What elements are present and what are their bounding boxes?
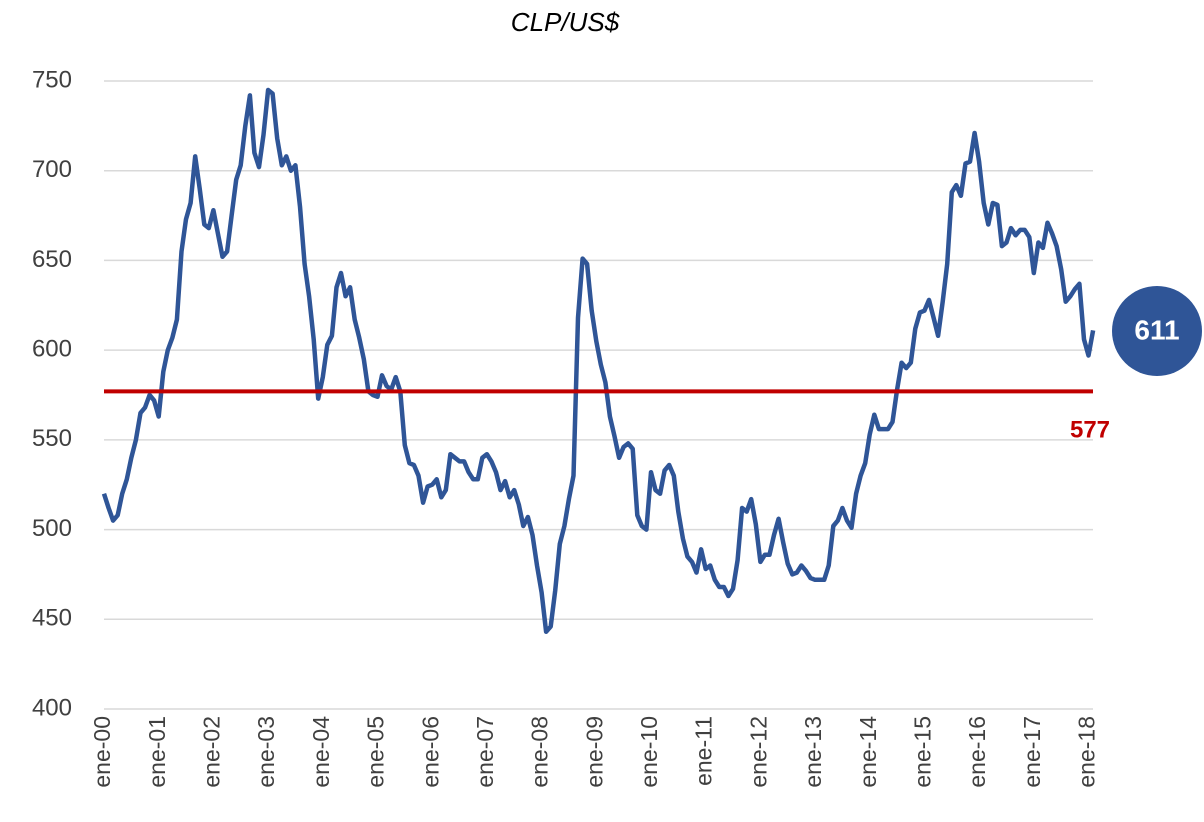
x-tick-label: ene-16 [964,716,990,788]
x-tick-label: ene-13 [800,716,826,788]
x-tick-label: ene-06 [417,716,443,788]
y-tick-label: 750 [32,66,72,93]
x-tick-label: ene-07 [472,716,498,788]
x-tick-label: ene-03 [253,716,279,788]
x-tick-label: ene-09 [581,716,607,788]
chart-title: CLP/US$ [511,7,620,37]
x-tick-label: ene-04 [308,716,334,788]
reference-label: 577 [1070,416,1110,443]
y-tick-label: 450 [32,605,72,632]
y-tick-label: 700 [32,156,72,183]
y-tick-label: 650 [32,246,72,273]
line-series [101,87,1096,635]
y-tick-label: 550 [32,425,72,452]
x-tick-label: ene-15 [910,716,936,788]
y-tick-label: 400 [32,694,72,721]
last-value-badge [1112,286,1202,376]
last-value-label: 611 [1134,314,1179,345]
x-tick-label: ene-14 [855,716,881,788]
x-tick-label: ene-11 [691,716,717,786]
x-tick-label: ene-18 [1074,716,1100,788]
x-tick-label: ene-00 [89,716,115,788]
x-tick-label: ene-17 [1019,716,1045,788]
x-tick-label: ene-01 [144,716,170,788]
x-tick-label: ene-08 [527,716,553,788]
y-tick-label: 500 [32,515,72,542]
x-tick-label: ene-10 [636,716,662,788]
x-tick-label: ene-02 [198,716,224,788]
x-tick-label: ene-12 [745,716,771,788]
y-tick-label: 600 [32,335,72,362]
x-tick-label: ene-05 [363,716,389,788]
